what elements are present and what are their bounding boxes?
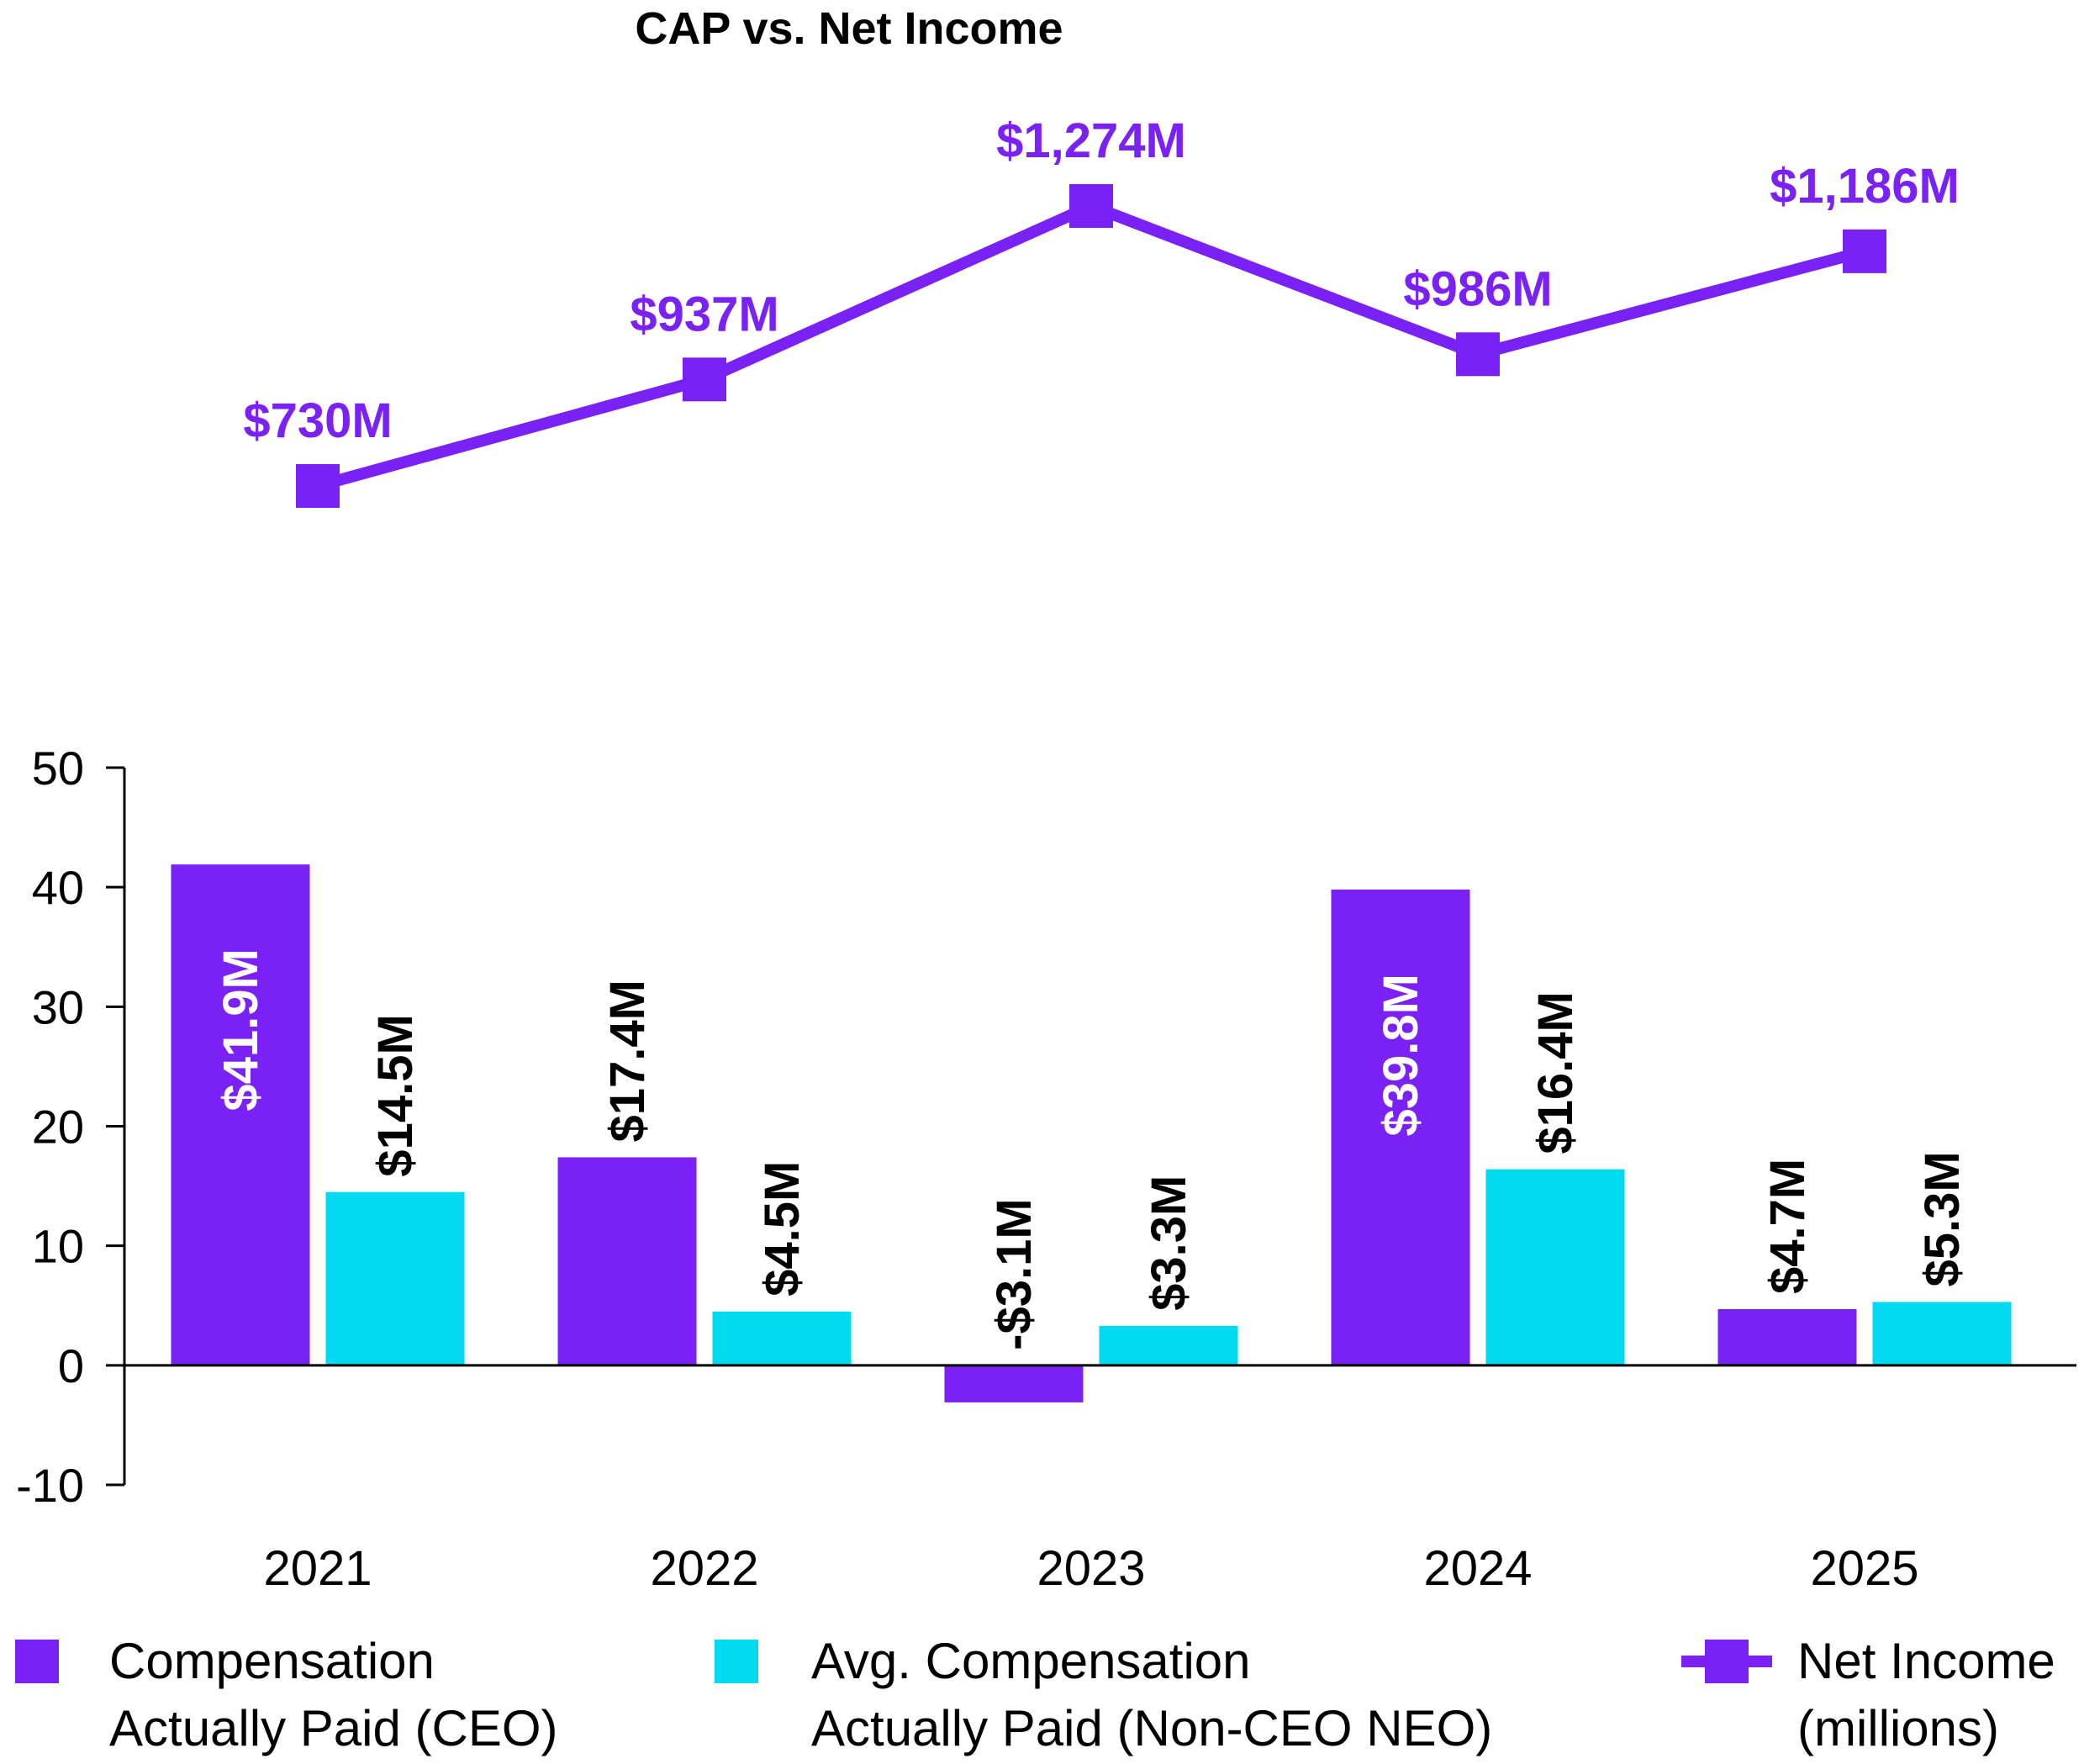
- bar-non-ceo-2021: [325, 1191, 465, 1365]
- y-tick-label: 40: [32, 861, 84, 914]
- net-income-label-2022: $937M: [630, 287, 778, 341]
- net-income-marker-2024: [1456, 332, 1500, 377]
- net-income-marker-2022: [683, 357, 726, 402]
- legend: Compensation Actually Paid (CEO) Avg. Co…: [15, 1633, 2055, 1756]
- x-category-label-2025: 2025: [1810, 1541, 1918, 1596]
- net-income-label-2021: $730M: [243, 393, 392, 448]
- y-tick-label: 0: [58, 1339, 84, 1392]
- legend-marker-net-income: [1705, 1640, 1749, 1683]
- bar-label-ceo-2021: $41.9M: [214, 948, 268, 1111]
- x-category-label-2023: 2023: [1037, 1541, 1145, 1596]
- legend-label-net-income-line2: (millions): [1797, 1700, 1999, 1756]
- legend-item-non-ceo: Avg. Compensation Actually Paid (Non-CEO…: [715, 1633, 1492, 1756]
- x-category-label-2024: 2024: [1423, 1541, 1532, 1596]
- legend-swatch-non-ceo: [715, 1640, 758, 1683]
- net-income-line-layer: $730M $937M $1,274M $986M $1,186M: [243, 114, 1960, 508]
- net-income-label-2025: $1,186M: [1770, 159, 1960, 214]
- chart-title: CAP vs. Net Income: [635, 3, 1063, 54]
- legend-item-ceo: Compensation Actually Paid (CEO): [15, 1633, 558, 1756]
- legend-label-non-ceo-line2: Actually Paid (Non-CEO NEO): [811, 1700, 1492, 1756]
- y-tick-label: 50: [32, 742, 84, 795]
- net-income-marker-2025: [1843, 229, 1886, 273]
- bar-non-ceo-2024: [1485, 1169, 1625, 1365]
- bar-label-ceo-2024: $39.8M: [1374, 974, 1428, 1136]
- net-income-label-2023: $1,274M: [996, 114, 1186, 168]
- legend-item-net-income: Net Income (millions): [1681, 1633, 2055, 1756]
- legend-label-ceo-line1: Compensation: [109, 1633, 435, 1689]
- bar-non-ceo-2023: [1099, 1325, 1238, 1365]
- net-income-marker-2021: [296, 464, 340, 508]
- net-income-marker-2023: [1069, 184, 1113, 228]
- year-labels: 2021 2022 2023 2024 2025: [263, 1541, 1918, 1596]
- bar-label-ceo-2023: -$3.1M: [987, 1198, 1042, 1350]
- bar-label-non-ceo-2022: $4.5M: [755, 1161, 810, 1297]
- bar-label-ceo-2022: $17.4M: [600, 980, 655, 1142]
- y-tick-label: 30: [32, 980, 84, 1033]
- legend-swatch-ceo: [15, 1640, 59, 1683]
- y-tick-label: 20: [32, 1101, 84, 1154]
- bar-non-ceo-2022: [712, 1311, 852, 1365]
- x-category-label-2021: 2021: [263, 1541, 372, 1596]
- y-tick-label: 10: [32, 1220, 84, 1273]
- bar-ceo-2021: [171, 864, 310, 1365]
- bar-label-non-ceo-2021: $14.5M: [368, 1014, 423, 1176]
- x-category-label-2022: 2022: [650, 1541, 758, 1596]
- net-income-label-2024: $986M: [1403, 261, 1552, 316]
- bar-ceo-2022: [557, 1157, 697, 1365]
- bar-label-non-ceo-2023: $3.3M: [1142, 1175, 1196, 1311]
- legend-label-ceo-line2: Actually Paid (CEO): [109, 1700, 558, 1756]
- bar-label-non-ceo-2025: $5.3M: [1915, 1151, 1970, 1286]
- legend-label-net-income-line1: Net Income: [1797, 1633, 2055, 1689]
- bar-ceo-2023: [944, 1365, 1084, 1402]
- bar-layer: $41.9M $17.4M -$3.1M $39.8M $4.7M $14.5M $4.5M…: [171, 864, 2012, 1402]
- net-income-line: [316, 200, 1866, 492]
- bar-ceo-2024: [1331, 890, 1470, 1365]
- legend-label-non-ceo-line1: Avg. Compensation: [811, 1633, 1251, 1689]
- y-tick-label: -10: [16, 1459, 84, 1512]
- bar-label-non-ceo-2024: $16.4M: [1528, 991, 1583, 1154]
- bar-ceo-2025: [1717, 1309, 1857, 1365]
- bar-axis: 50 40 30 20 10 0 -10: [16, 742, 2076, 1512]
- bar-label-ceo-2025: $4.7M: [1760, 1159, 1815, 1294]
- bar-non-ceo-2025: [1872, 1302, 2012, 1365]
